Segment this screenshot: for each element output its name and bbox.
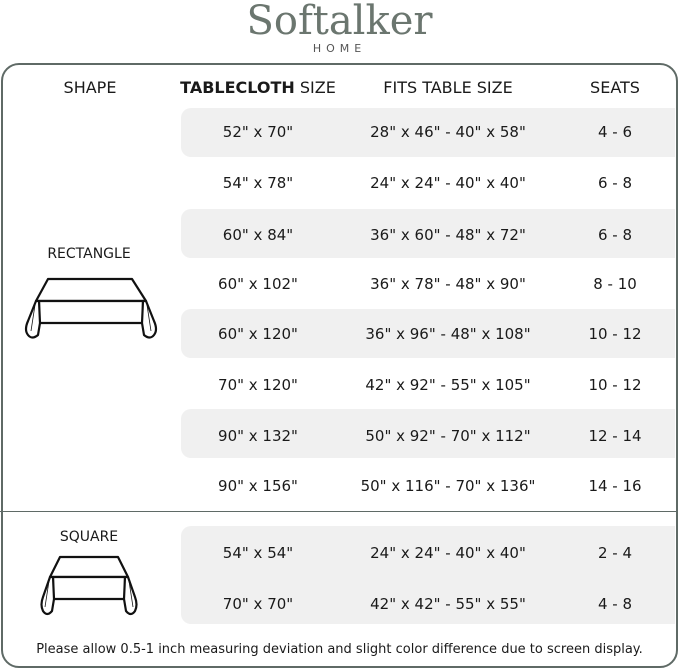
header-tablecloth-bold: TABLECLOTH [180, 78, 295, 97]
brand-sub: HOME [312, 42, 367, 55]
cell-fits: 50" x 92" - 70" x 112" [365, 427, 531, 445]
cell-size: 90" x 156" [218, 477, 298, 495]
section-divider [0, 511, 676, 512]
row-band [181, 108, 675, 157]
cell-fits: 42" x 42" - 55" x 55" [370, 595, 526, 613]
row-band [181, 526, 675, 624]
cell-size: 54" x 54" [222, 544, 294, 562]
cell-fits: 36" x 78" - 48" x 90" [370, 275, 526, 293]
cell-fits: 24" x 24" - 40" x 40" [370, 544, 526, 562]
cell-size: 60" x 102" [218, 275, 298, 293]
cell-fits: 28" x 46" - 40" x 58" [370, 123, 526, 141]
shape-label-square: SQUARE [59, 529, 119, 545]
header-shape: SHAPE [63, 78, 117, 97]
cell-seats: 4 - 8 [597, 595, 633, 613]
brand-name: Softalker [246, 0, 433, 44]
header-tablecloth-size: TABLECLOTH SIZE [160, 78, 356, 97]
cell-seats: 6 - 8 [597, 226, 633, 244]
cell-size: 54" x 78" [222, 174, 294, 192]
cell-size: 90" x 132" [218, 427, 298, 445]
header-tablecloth-rest: SIZE [299, 78, 336, 97]
cell-fits: 50" x 116" - 70" x 136" [360, 477, 536, 495]
cell-seats: 10 - 12 [588, 325, 642, 343]
row-band [181, 309, 675, 358]
cell-seats: 14 - 16 [588, 477, 642, 495]
cell-size: 60" x 120" [218, 325, 298, 343]
cell-seats: 6 - 8 [597, 174, 633, 192]
row-band [181, 409, 675, 458]
size-chart-frame [1, 63, 678, 668]
cell-seats: 10 - 12 [588, 376, 642, 394]
tablecloth-rectangle-icon [24, 277, 158, 339]
cell-fits: 42" x 92" - 55" x 105" [365, 376, 531, 394]
cell-size: 60" x 84" [222, 226, 294, 244]
disclaimer-note: Please allow 0.5-1 inch measuring deviat… [36, 642, 643, 657]
cell-seats: 8 - 10 [593, 275, 637, 293]
cell-fits: 24" x 24" - 40" x 40" [370, 174, 526, 192]
cell-seats: 12 - 14 [588, 427, 642, 445]
cell-fits: 36" x 60" - 48" x 72" [370, 226, 526, 244]
cell-seats: 4 - 6 [597, 123, 633, 141]
cell-fits: 36" x 96" - 48" x 108" [365, 325, 531, 343]
shape-label-rectangle: RECTANGLE [47, 246, 131, 262]
tablecloth-square-icon [40, 555, 138, 616]
cell-size: 52" x 70" [222, 123, 294, 141]
header-seats: SEATS [590, 78, 640, 97]
header-fits-table-size: FITS TABLE SIZE [383, 78, 513, 97]
cell-seats: 2 - 4 [597, 544, 633, 562]
cell-size: 70" x 120" [218, 376, 298, 394]
row-band [181, 209, 675, 258]
cell-size: 70" x 70" [222, 595, 294, 613]
